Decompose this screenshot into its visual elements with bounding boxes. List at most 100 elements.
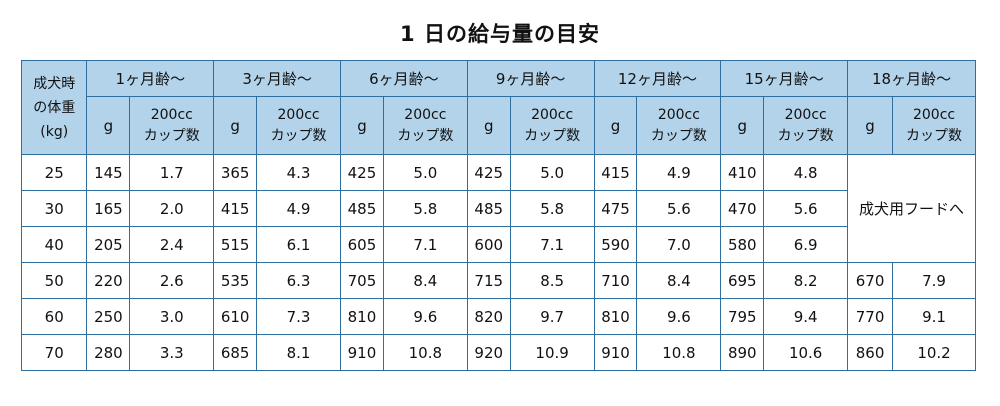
weight-cell: 25 (20, 154, 88, 191)
grams-cell: 365 (213, 154, 258, 191)
cups-cell: 2.0 (129, 190, 215, 227)
cups-cell: 3.3 (129, 334, 215, 371)
cups-cell: 5.0 (509, 154, 595, 191)
cups-cell: 1.7 (129, 154, 215, 191)
cups-cell: 2.6 (129, 262, 215, 299)
age-header-12m: 12ヶ月齢〜 (593, 60, 722, 97)
cups-cell: 4.8 (763, 154, 849, 191)
cups-cell: 7.1 (382, 226, 468, 263)
cups-cell: 7.9 (892, 262, 976, 299)
cups-cell: 4.3 (256, 154, 341, 191)
cups-cell: 3.0 (129, 298, 215, 335)
grams-cell: 820 (466, 298, 511, 335)
grams-header: g (466, 96, 511, 155)
cups-header-line2: カップ数 (906, 127, 963, 144)
grams-cell: 415 (593, 154, 638, 191)
cups-cell: 5.8 (382, 190, 468, 227)
table-body: 25 145 1.7 365 4.3 425 5.0 425 5.0 415 4… (20, 154, 976, 371)
age-header-15m: 15ヶ月齢〜 (720, 60, 849, 97)
table-row: 25 145 1.7 365 4.3 425 5.0 425 5.0 415 4… (20, 154, 976, 263)
cups-cell: 10.8 (636, 334, 722, 371)
cups-cell: 8.1 (256, 334, 341, 371)
cups-cell: 9.1 (892, 298, 976, 335)
cups-header: 200cc カップ数 (129, 96, 215, 155)
cups-header-line2: カップ数 (650, 127, 707, 144)
cups-cell: 9.4 (763, 298, 849, 335)
weight-cell: 60 (20, 298, 88, 335)
cups-cell: 4.9 (256, 190, 341, 227)
cups-cell: 2.4 (129, 226, 215, 263)
grams-cell: 910 (593, 334, 638, 371)
cups-cell: 7.0 (636, 226, 722, 263)
grams-cell: 515 (213, 226, 258, 263)
grams-cell: 220 (86, 262, 131, 299)
adult-food-note: 成犬用フードへ (847, 154, 976, 263)
cups-cell: 8.4 (382, 262, 468, 299)
grams-header: g (213, 96, 258, 155)
age-header-6m: 6ヶ月齢〜 (339, 60, 468, 97)
grams-header: g (847, 96, 894, 155)
cups-header-line2: カップ数 (524, 127, 581, 144)
grams-cell: 485 (339, 190, 384, 227)
cups-cell: 4.9 (636, 154, 722, 191)
cups-header-line1: 200cc (657, 106, 700, 123)
age-header-18m: 18ヶ月齢〜 (847, 60, 976, 97)
grams-cell: 165 (86, 190, 131, 227)
grams-cell: 410 (720, 154, 765, 191)
cups-cell: 5.6 (636, 190, 722, 227)
cups-header-line1: 200cc (277, 106, 320, 123)
grams-cell: 205 (86, 226, 131, 263)
grams-cell: 250 (86, 298, 131, 335)
cups-header-line1: 200cc (531, 106, 574, 123)
cups-cell: 9.6 (636, 298, 722, 335)
grams-cell: 425 (339, 154, 384, 191)
cups-cell: 7.3 (256, 298, 341, 335)
cups-cell: 10.8 (382, 334, 468, 371)
cups-header-line2: カップ数 (270, 127, 327, 144)
cups-header: 200cc カップ数 (763, 96, 849, 155)
cups-cell: 5.0 (382, 154, 468, 191)
cups-cell: 8.2 (763, 262, 849, 299)
age-header-row: 成犬時 の体重 (kg) 1ヶ月齢〜 3ヶ月齢〜 6ヶ月齢〜 9ヶ月齢〜 12ヶ… (20, 60, 976, 155)
weight-header: 成犬時 の体重 (kg) (20, 60, 88, 155)
grams-cell: 715 (466, 262, 511, 299)
table-row: 40 205 2.4 515 6.1 605 7.1 600 7.1 590 7… (20, 226, 976, 263)
weight-cell: 70 (20, 334, 88, 371)
cups-cell: 7.1 (509, 226, 595, 263)
table-row: 70 280 3.3 685 8.1 910 10.8 920 10.9 910… (20, 334, 976, 371)
page-title: 1 日の給与量の目安 (400, 22, 600, 46)
grams-cell: 685 (213, 334, 258, 371)
grams-cell: 770 (847, 298, 894, 335)
age-header-3m: 3ヶ月齢〜 (213, 60, 341, 97)
cups-header-line2: カップ数 (777, 127, 834, 144)
grams-cell: 705 (339, 262, 384, 299)
grams-cell: 910 (339, 334, 384, 371)
cups-cell: 5.6 (763, 190, 849, 227)
grams-cell: 590 (593, 226, 638, 263)
grams-cell: 610 (213, 298, 258, 335)
weight-cell: 50 (20, 262, 88, 299)
cups-header-line1: 200cc (404, 106, 447, 123)
grams-cell: 280 (86, 334, 131, 371)
grams-cell: 695 (720, 262, 765, 299)
grams-cell: 415 (213, 190, 258, 227)
cups-cell: 8.5 (509, 262, 595, 299)
cups-cell: 6.1 (256, 226, 341, 263)
weight-header-line2: の体重 (33, 99, 76, 116)
unit-header-row: g 200cc カップ数 g 200cc カップ数 g 200cc カップ数 g 20… (22, 96, 976, 155)
grams-cell: 605 (339, 226, 384, 263)
grams-cell: 710 (593, 262, 638, 299)
age-header-9m: 9ヶ月齢〜 (466, 60, 595, 97)
cups-header: 200cc カップ数 (256, 96, 341, 155)
cups-header-line1: 200cc (912, 106, 956, 123)
grams-cell: 475 (593, 190, 638, 227)
cups-header-line2: カップ数 (143, 127, 200, 144)
grams-header: g (86, 96, 131, 155)
cups-cell: 10.2 (892, 334, 976, 371)
grams-cell: 920 (466, 334, 511, 371)
cups-cell: 9.7 (509, 298, 595, 335)
grams-cell: 670 (847, 262, 894, 299)
grams-cell: 890 (720, 334, 765, 371)
cups-header-line1: 200cc (150, 106, 193, 123)
grams-header: g (593, 96, 638, 155)
